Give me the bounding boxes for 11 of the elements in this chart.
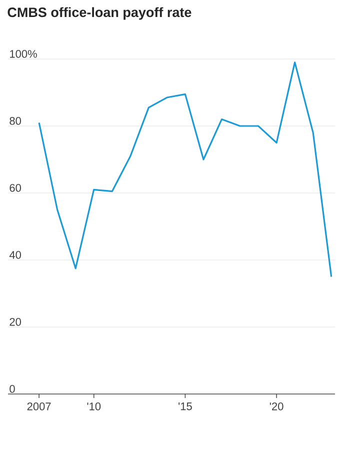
y-tick-label: 60 — [10, 184, 21, 192]
x-tick-label: '15 — [178, 402, 192, 410]
y-tick-label: 100% — [10, 50, 37, 58]
y-tick-label: 80 — [10, 117, 21, 125]
x-tick-label: '20 — [270, 402, 284, 410]
chart-title: CMBS office-loan payoff rate — [8, 7, 192, 20]
y-tick-label: 40 — [9, 251, 21, 259]
y-tick-label: 0 — [10, 385, 15, 393]
x-tick-label: 2007 — [27, 402, 51, 410]
y-tick-label: 20 — [10, 318, 21, 326]
x-tick-label: '10 — [87, 402, 101, 410]
